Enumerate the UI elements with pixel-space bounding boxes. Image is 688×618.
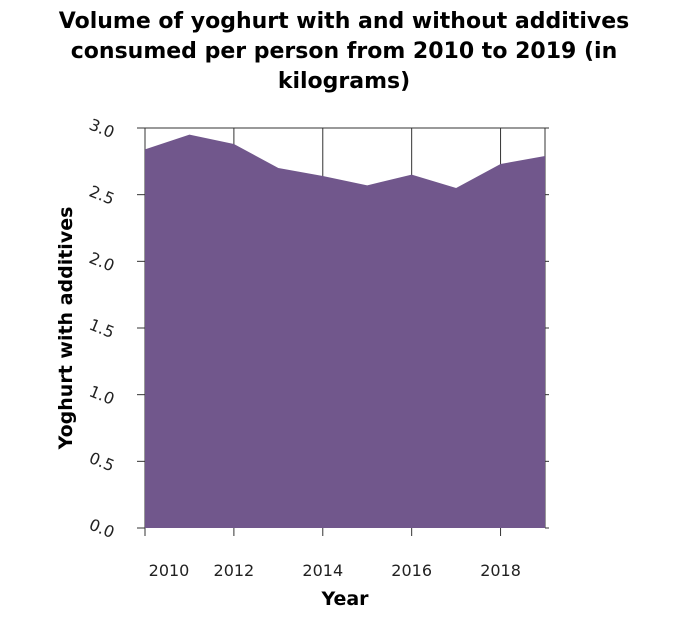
chart-title-line: consumed per person from 2010 to 2019 (i…: [71, 39, 618, 64]
area-series: [145, 134, 545, 528]
x-tick-label: 2016: [391, 561, 432, 580]
y-tick-label: 1.0: [86, 382, 117, 409]
x-tick-label: 2012: [214, 561, 255, 580]
x-tick-label: 2010: [149, 561, 190, 580]
y-tick-label: 0.5: [86, 448, 117, 475]
axis-ticks: [137, 127, 549, 536]
y-axis-tick-labels: 0.0 0.5 1.0 1.5 2.0 2.5 3.0: [86, 115, 117, 542]
y-tick-label: 1.5: [86, 315, 117, 342]
y-tick-label: 3.0: [86, 115, 117, 142]
chart-title-line: Volume of yoghurt with and without addit…: [59, 9, 629, 34]
chart-title-line: kilograms): [278, 69, 410, 94]
x-tick-label: 2014: [302, 561, 343, 580]
x-tick-label: 2018: [480, 561, 521, 580]
y-tick-label: 2.5: [86, 182, 117, 209]
y-tick-label: 0.0: [86, 515, 117, 542]
x-axis-label: Year: [320, 588, 369, 610]
x-axis-tick-labels: 2010 2012 2014 2016 2018: [149, 561, 521, 580]
chart-title: Volume of yoghurt with and without addit…: [59, 9, 629, 94]
y-axis-label: Yoghurt with additives: [55, 207, 77, 451]
area-series-fill: [145, 134, 545, 528]
y-tick-label: 2.0: [86, 248, 117, 275]
